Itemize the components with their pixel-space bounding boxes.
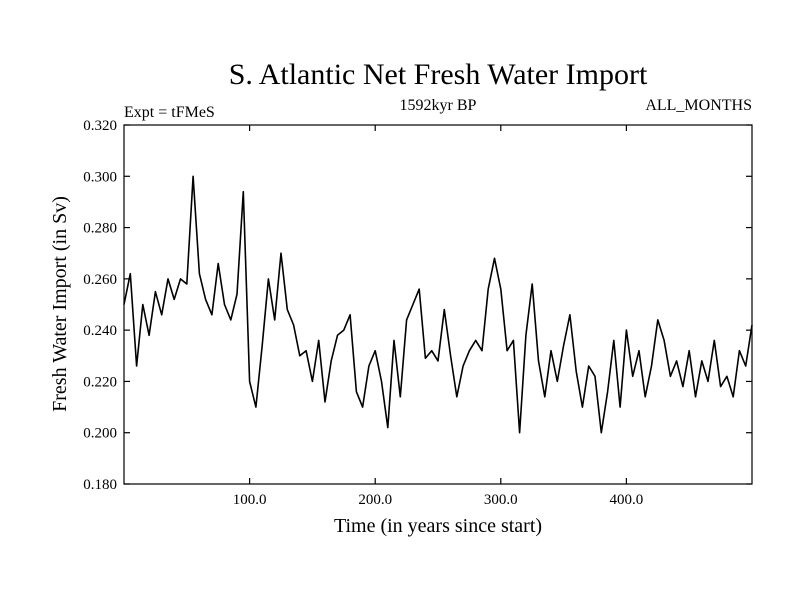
months-label: ALL_MONTHS	[645, 97, 752, 114]
y-tick-label: 0.260	[83, 272, 117, 288]
y-tick-label: 0.200	[83, 426, 117, 442]
y-tick-label: 0.280	[83, 221, 117, 237]
chart-subtitle: 1592kyr BP	[400, 97, 477, 114]
series-line	[123, 175, 753, 434]
plot-frame	[123, 124, 753, 485]
x-axis-ticks: 100.0 200.0 300.0 400.0	[233, 125, 644, 508]
y-tick-label: 0.300	[83, 169, 117, 185]
y-tick-label: 0.180	[83, 477, 117, 493]
chart-title: S. Atlantic Net Fresh Water Import	[229, 58, 648, 91]
y-tick-label: 0.240	[83, 323, 117, 339]
x-tick-label: 300.0	[484, 492, 518, 508]
x-tick-label: 400.0	[610, 492, 644, 508]
x-axis-label: Time (in years since start)	[334, 515, 542, 537]
y-tick-label: 0.220	[83, 374, 117, 390]
y-tick-label: 0.320	[83, 118, 117, 134]
x-tick-label: 100.0	[233, 492, 267, 508]
y-axis-ticks: 0.180 0.200 0.220 0.240 0.260 0.280 0.300 0.320	[83, 118, 752, 493]
x-tick-label: 200.0	[358, 492, 392, 508]
experiment-label: Expt = tFMeS	[124, 104, 215, 121]
y-axis-label: Fresh Water Import (in Sv)	[49, 196, 71, 412]
